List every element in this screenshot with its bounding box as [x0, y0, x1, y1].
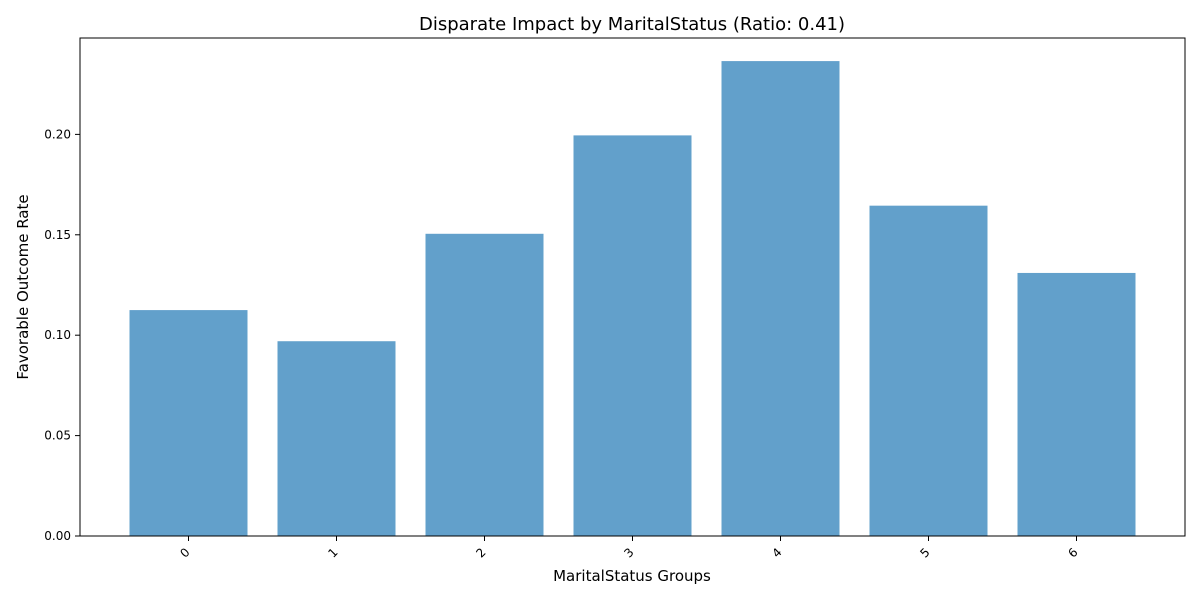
- x-tick-label: 5: [917, 545, 932, 560]
- bar-3: [573, 135, 692, 536]
- plot-frame: [79, 37, 1186, 537]
- y-tick-label: 0.10: [44, 328, 71, 342]
- x-tick-label: 1: [325, 545, 340, 560]
- bar-1: [277, 341, 396, 536]
- y-tick-label: 0.20: [44, 127, 71, 141]
- x-tick-label: 6: [1065, 545, 1080, 560]
- y-tick-label: 0.05: [44, 429, 71, 443]
- bar-4: [721, 61, 840, 537]
- x-tick-label: 3: [621, 545, 636, 560]
- bar-2: [425, 233, 544, 537]
- x-tick-label: 2: [473, 545, 488, 560]
- y-tick-label: 0.00: [44, 529, 71, 543]
- y-axis-title: Favorable Outcome Rate: [14, 194, 32, 379]
- y-axis-ticks: 0.00 0.05 0.10 0.15 0.20: [44, 127, 80, 543]
- y-tick-label: 0.15: [44, 228, 71, 242]
- x-axis-title: MaritalStatus Groups: [553, 567, 711, 585]
- bar-0: [129, 310, 248, 536]
- x-tick-label: 4: [769, 545, 784, 560]
- x-tick-label: 0: [177, 545, 192, 560]
- chart-title: Disparate Impact by MaritalStatus (Ratio…: [419, 14, 845, 35]
- bar-6: [1017, 272, 1136, 536]
- x-axis-ticks: 0 1 2 3 4 5 6: [177, 536, 1081, 561]
- bars-group: [129, 61, 1136, 537]
- bar-5: [869, 205, 988, 537]
